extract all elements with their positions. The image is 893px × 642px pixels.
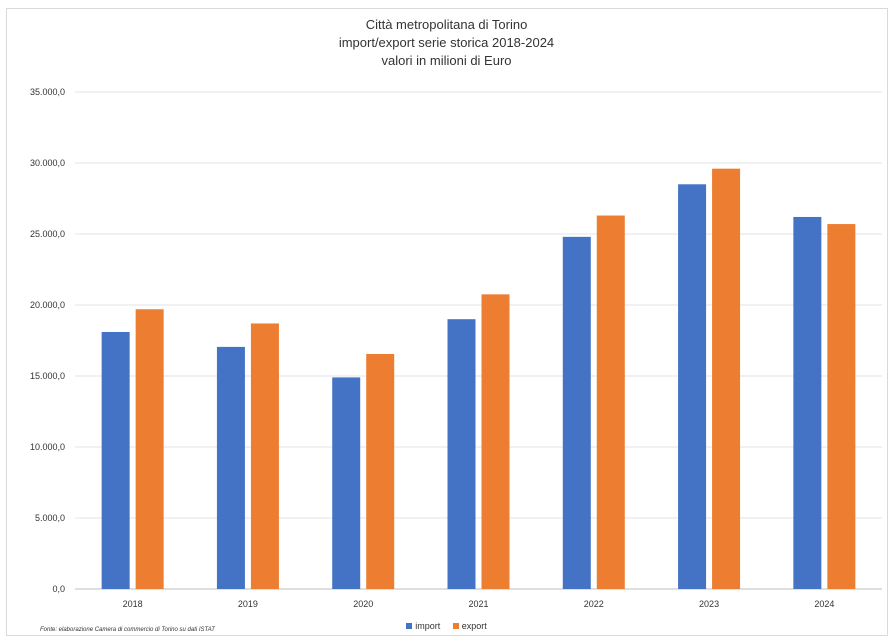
x-tick-label: 2021	[468, 599, 488, 609]
y-tick-label: 10.000,0	[30, 442, 65, 452]
bar-import-2018	[101, 331, 130, 589]
bar-export-2018	[135, 309, 164, 589]
x-tick-label: 2020	[353, 599, 373, 609]
bar-import-2022	[562, 236, 591, 589]
legend-label-import: import	[415, 621, 441, 631]
bar-export-2022	[596, 215, 625, 590]
y-tick-label: 15.000,0	[30, 371, 65, 381]
bar-export-2021	[481, 294, 510, 589]
x-tick-label: 2022	[584, 599, 604, 609]
bar-export-2023	[712, 168, 741, 589]
bar-import-2023	[678, 184, 707, 590]
y-tick-label: 30.000,0	[30, 158, 65, 168]
y-tick-label: 35.000,0	[30, 87, 65, 97]
y-tick-label: 5.000,0	[35, 513, 65, 523]
x-tick-label: 2019	[238, 599, 258, 609]
y-tick-label: 0,0	[52, 584, 65, 594]
y-tick-label: 25.000,0	[30, 229, 65, 239]
title-line-2: import/export serie storica 2018-2024	[338, 35, 555, 50]
legend: import export	[0, 621, 893, 631]
bar-import-2021	[447, 319, 476, 589]
title-line-1: Città metropolitana di Torino	[365, 17, 528, 32]
title-line-3: valori in milioni di Euro	[381, 53, 512, 68]
source-note: Fonte: elaborazione Camera di commercio …	[40, 627, 215, 633]
x-tick-label: 2024	[814, 599, 834, 609]
bar-import-2024	[793, 216, 822, 589]
legend-label-export: export	[461, 621, 487, 631]
legend-item-export: export	[452, 621, 487, 631]
legend-swatch-export	[452, 623, 459, 629]
chart-border	[6, 8, 888, 636]
x-tick-label: 2018	[123, 599, 143, 609]
bar-import-2020	[332, 377, 361, 589]
legend-swatch-import	[406, 623, 413, 629]
y-tick-label: 20.000,0	[30, 300, 65, 310]
legend-item-import: import	[406, 621, 440, 631]
bar-export-2020	[366, 353, 395, 589]
bar-export-2024	[827, 224, 856, 589]
bar-import-2019	[216, 346, 245, 589]
chart-title: Città metropolitana di Torino import/exp…	[0, 16, 893, 70]
x-tick-label: 2023	[699, 599, 719, 609]
bar-export-2019	[250, 323, 279, 589]
